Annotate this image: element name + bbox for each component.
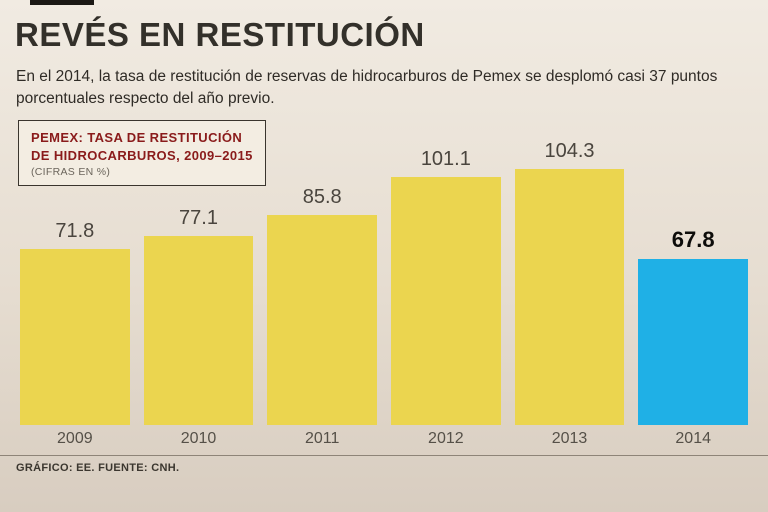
legend-units-note: (CIFRAS EN %) (31, 166, 111, 179)
page-subtitle: En el 2014, la tasa de restitución de re… (16, 68, 718, 107)
x-axis-label: 2014 (675, 430, 711, 447)
x-axis-label: 2013 (551, 430, 588, 447)
legend-title-line1: PEMEX: TASA DE RESTITUCIÓN (31, 130, 243, 145)
bar-2013 (514, 169, 625, 425)
bar-value-label: 71.8 (55, 220, 95, 242)
bar-column: 71.8 (20, 220, 130, 425)
x-axis-labels: 2009 2010 2011 2012 2013 2014 (20, 430, 748, 450)
x-axis-label: 2012 (428, 430, 464, 447)
chart-legend-box: PEMEX: TASA DE RESTITUCIÓN DE HIDROCARBU… (18, 120, 266, 187)
bar-2010 (143, 236, 254, 425)
x-axis-label: 2009 (57, 430, 93, 447)
bar-2009 (20, 249, 130, 425)
page-title: REVÉS EN RESTITUCIÓN (15, 16, 425, 53)
bar-plot: 71.8 77.1 85.8 101.1 104.3 67.8 (20, 130, 749, 425)
bar-value-label: 85.8 (302, 186, 342, 208)
bar-column: 85.8 (267, 186, 378, 425)
top-accent-dash (30, 0, 94, 5)
x-axis-label: 2011 (304, 430, 340, 447)
bar-2012 (391, 177, 501, 425)
bar-value-label: 104.3 (544, 140, 595, 162)
footer-divider (0, 455, 768, 456)
bar-column: 104.3 (514, 140, 625, 425)
bar-column: 101.1 (391, 148, 501, 425)
bar-2014 (638, 259, 749, 425)
bar-value-label: 77.1 (179, 207, 218, 229)
source-credit: GRÁFICO: EE. FUENTE: CNH. (16, 462, 180, 474)
bar-column: 67.8 (638, 227, 749, 425)
bar-value-label: 101.1 (420, 148, 471, 170)
x-axis-label: 2010 (180, 430, 217, 447)
legend-title-line2: DE HIDROCARBUROS, 2009–2015 (31, 147, 253, 163)
bar-column: 77.1 (143, 207, 254, 425)
bar-value-label: 67.8 (671, 227, 715, 252)
bar-2011 (267, 215, 378, 425)
